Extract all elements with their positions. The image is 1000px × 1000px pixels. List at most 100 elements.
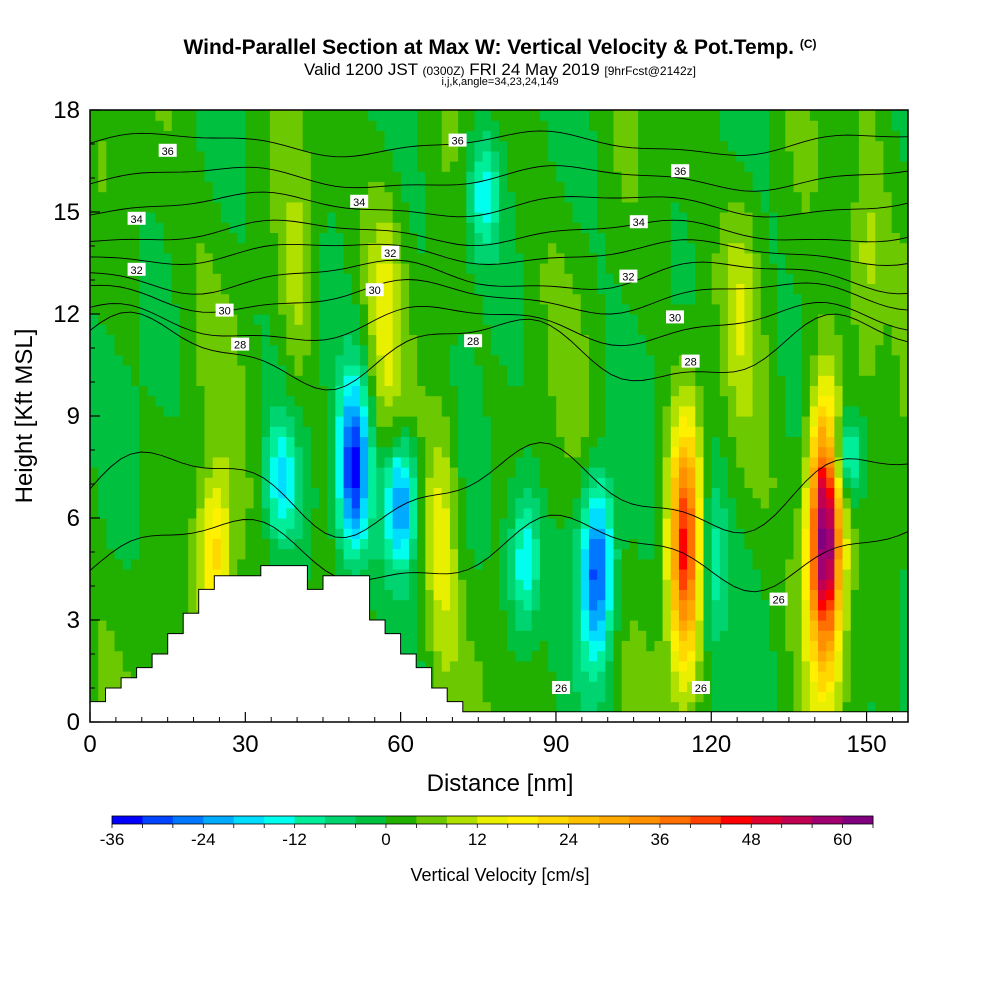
field-cell (654, 660, 664, 672)
field-cell (188, 303, 197, 315)
field-cell (613, 660, 623, 672)
field-cell (261, 242, 271, 254)
field-cell (687, 375, 696, 386)
field-cell (719, 405, 729, 417)
field-cell (638, 467, 647, 478)
field-cell (613, 171, 623, 182)
field-cell (376, 477, 386, 488)
field-cell (719, 191, 729, 203)
field-cell (114, 467, 124, 478)
field-cell (678, 579, 688, 590)
field-cell (155, 589, 165, 601)
field-cell (572, 232, 582, 244)
field-cell (605, 273, 615, 284)
field-cell (351, 416, 361, 427)
field-cell (441, 232, 451, 244)
field-cell (155, 467, 165, 478)
field-cell (736, 558, 745, 570)
field-cell (130, 242, 140, 254)
field-cell (359, 314, 369, 325)
field-cell (392, 222, 402, 233)
field-cell (687, 436, 696, 448)
field-cell (695, 446, 705, 458)
field-cell (466, 620, 476, 631)
field-cell (376, 548, 386, 560)
field-cell (490, 426, 500, 437)
field-cell (719, 385, 729, 397)
field-cell (392, 140, 402, 152)
field-cell (302, 212, 312, 223)
field-cell (523, 344, 533, 356)
field-cell (376, 212, 386, 223)
field-cell (646, 518, 656, 529)
field-cell (711, 487, 721, 499)
field-cell (376, 385, 386, 397)
field-cell (449, 365, 459, 376)
field-cell (359, 405, 369, 417)
field-cell (139, 334, 148, 346)
field-cell (130, 365, 140, 376)
field-cell (695, 405, 705, 417)
field-cell (687, 416, 696, 427)
field-cell (302, 242, 312, 254)
field-cell (392, 589, 402, 601)
field-cell (539, 538, 549, 550)
field-cell (548, 528, 557, 539)
field-cell (556, 324, 566, 335)
valid-prefix: Valid 1200 JST (304, 60, 418, 79)
field-cell (106, 150, 116, 162)
field-cell (122, 446, 132, 458)
field-cell (531, 201, 541, 213)
field-cell (441, 283, 451, 295)
field-cell (130, 110, 140, 121)
field-cell (605, 385, 615, 397)
field-cell (179, 518, 189, 529)
field-cell (130, 446, 140, 458)
field-cell (588, 507, 598, 519)
field-cell (417, 446, 426, 458)
field-cell (278, 140, 287, 152)
field-cell (122, 232, 132, 244)
field-cell (580, 324, 590, 335)
field-cell (90, 222, 99, 233)
field-cell (294, 477, 304, 488)
field-cell (229, 518, 238, 529)
field-cell (278, 161, 287, 172)
field-cell (662, 405, 672, 417)
field-cell (171, 120, 181, 131)
field-cell (752, 497, 762, 509)
field-cell (768, 681, 778, 692)
field-cell (359, 222, 369, 233)
field-cell (482, 609, 492, 621)
field-cell (695, 650, 705, 662)
field-cell (294, 324, 304, 335)
field-cell (687, 528, 696, 539)
field-cell (539, 671, 549, 682)
field-cell (638, 395, 647, 407)
field-cell (376, 242, 386, 254)
field-cell (147, 630, 157, 641)
field-cell (163, 426, 173, 437)
field-cell (597, 293, 606, 305)
field-cell (646, 385, 656, 397)
field-cell (687, 650, 696, 662)
field-cell (539, 416, 549, 427)
field-cell (760, 120, 770, 131)
field-cell (458, 446, 467, 458)
field-cell (646, 375, 656, 386)
field-cell (229, 130, 238, 142)
field-cell (155, 120, 165, 131)
field-cell (130, 589, 140, 601)
field-cell (728, 630, 737, 641)
field-cell (359, 416, 369, 427)
field-cell (588, 120, 598, 131)
field-cell (310, 456, 320, 468)
field-cell (384, 150, 394, 162)
field-cell (384, 548, 394, 560)
field-cell (621, 375, 631, 386)
field-cell (425, 640, 435, 652)
field-cell (368, 599, 377, 611)
field-cell (376, 232, 386, 244)
field-cell (678, 375, 688, 386)
field-cell (507, 293, 516, 305)
